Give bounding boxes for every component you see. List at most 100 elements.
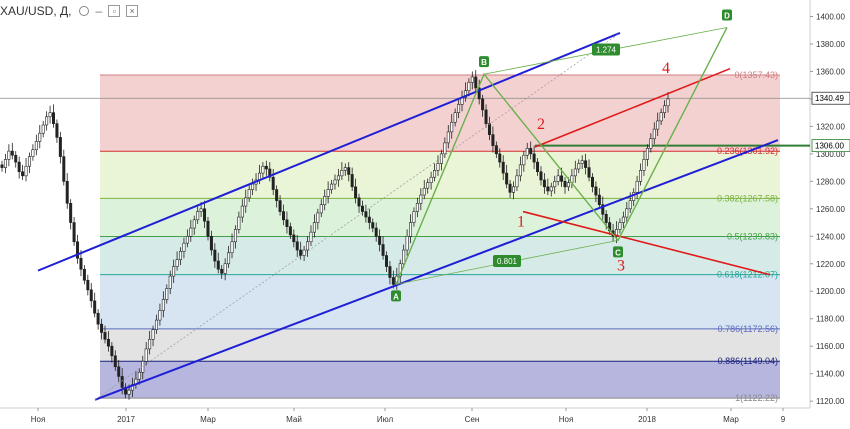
candle-body bbox=[247, 189, 251, 199]
candle-body bbox=[364, 211, 368, 218]
candle-body bbox=[271, 176, 275, 190]
time-tick-label: Ноя bbox=[559, 415, 574, 424]
price-tick-label: 1400.00 bbox=[816, 12, 845, 21]
price-tick-label: 1160.00 bbox=[816, 342, 845, 351]
candle-body bbox=[38, 132, 42, 142]
candle-body bbox=[587, 167, 591, 178]
candle-body bbox=[536, 161, 540, 173]
close-button[interactable]: × bbox=[126, 5, 139, 17]
fib-level-label: 0.786(1172.56) bbox=[718, 324, 778, 334]
price-tick-label: 1180.00 bbox=[816, 315, 845, 324]
candle-body bbox=[498, 153, 502, 163]
candle-body bbox=[522, 154, 526, 166]
candle-body bbox=[161, 299, 165, 311]
candle-body bbox=[58, 137, 62, 157]
level-price-box bbox=[811, 139, 850, 153]
ratio-badge bbox=[493, 255, 521, 268]
collapse-button[interactable]: – bbox=[95, 4, 103, 18]
candle-body bbox=[62, 156, 66, 182]
candle-body bbox=[127, 389, 131, 395]
candle-body bbox=[512, 186, 516, 193]
price-tick-label: 1240.00 bbox=[816, 232, 845, 241]
candle-body bbox=[144, 348, 148, 362]
candle-body bbox=[27, 156, 31, 167]
candle-body bbox=[556, 175, 560, 182]
wave-count-label: 1 bbox=[517, 214, 525, 231]
candle-body bbox=[450, 121, 454, 133]
candle-body bbox=[96, 312, 100, 325]
harmonic-point-label: A bbox=[393, 292, 399, 301]
candle-body bbox=[312, 222, 316, 233]
candle-body bbox=[48, 112, 52, 118]
candle-body bbox=[168, 275, 172, 289]
time-tick-label: Мар bbox=[200, 415, 216, 424]
candle-body bbox=[206, 220, 210, 237]
candle-body bbox=[100, 323, 104, 333]
candle-body bbox=[72, 222, 76, 243]
candle-body bbox=[391, 277, 395, 285]
candle-body bbox=[86, 279, 90, 291]
candle-body bbox=[584, 160, 588, 168]
channel-upper-line bbox=[37, 32, 621, 272]
candle-body bbox=[141, 360, 145, 373]
price-tick-label: 1380.00 bbox=[816, 40, 845, 49]
candle-body bbox=[106, 339, 110, 347]
candle-body bbox=[82, 268, 86, 281]
current-price-label: 1340.49 bbox=[815, 94, 844, 103]
candle-body bbox=[165, 288, 169, 300]
candle-body bbox=[422, 187, 426, 196]
candle-body bbox=[635, 181, 639, 193]
candle-body bbox=[649, 138, 653, 149]
candle-body bbox=[515, 175, 519, 188]
time-tick-label: Мар bbox=[723, 415, 739, 424]
harmonic-point-label: B bbox=[481, 58, 487, 67]
wave-count-label: 3 bbox=[617, 258, 625, 275]
symbol-title[interactable]: XAU/USD, Д, bbox=[0, 4, 72, 18]
candle-body bbox=[625, 208, 629, 218]
axis-corner bbox=[810, 408, 850, 429]
candle-body bbox=[594, 186, 598, 196]
candle-body bbox=[532, 153, 536, 163]
candle-body bbox=[251, 183, 255, 190]
candle-body bbox=[529, 148, 533, 155]
fib-level-label: 0(1357.43) bbox=[734, 70, 778, 80]
candle-body bbox=[179, 251, 183, 260]
candle-body bbox=[463, 90, 467, 98]
candle-body bbox=[484, 109, 488, 124]
candle-body bbox=[336, 175, 340, 181]
fib-zone bbox=[100, 198, 780, 237]
candle-body bbox=[309, 231, 313, 243]
candle-body bbox=[566, 182, 570, 188]
candle-body bbox=[632, 192, 636, 201]
fib-level-label: 0.618(1212.07) bbox=[717, 270, 778, 280]
harmonic-point-label: C bbox=[615, 248, 621, 257]
candle-body bbox=[189, 227, 193, 237]
candle-body bbox=[525, 148, 529, 156]
fib-level-label: 0.5(1239.83) bbox=[727, 232, 778, 242]
candle-body bbox=[477, 87, 481, 100]
visibility-toggle-button[interactable]: ▫ bbox=[108, 5, 121, 17]
candle-body bbox=[639, 170, 643, 182]
candle-body bbox=[24, 165, 28, 177]
candle-body bbox=[316, 212, 320, 223]
candle-body bbox=[350, 174, 354, 188]
candle-body bbox=[185, 235, 189, 244]
candle-body bbox=[419, 194, 423, 204]
candle-body bbox=[326, 189, 330, 197]
chart-header: XAU/USD, Д, – ▫ × bbox=[0, 0, 139, 22]
red-upper-line bbox=[534, 67, 731, 148]
candle-body bbox=[237, 216, 241, 230]
price-tick-label: 1300.00 bbox=[816, 150, 845, 159]
candle-body bbox=[642, 159, 646, 171]
candle-body bbox=[457, 104, 461, 113]
candle-body bbox=[405, 235, 409, 251]
candle-body bbox=[656, 120, 660, 130]
harmonic-point-badge bbox=[613, 246, 623, 258]
candle-body bbox=[628, 200, 632, 210]
candle-body bbox=[10, 150, 14, 156]
candle-body bbox=[340, 170, 344, 177]
candle-body bbox=[501, 161, 505, 174]
candle-body bbox=[76, 241, 80, 259]
candle-body bbox=[233, 229, 237, 243]
